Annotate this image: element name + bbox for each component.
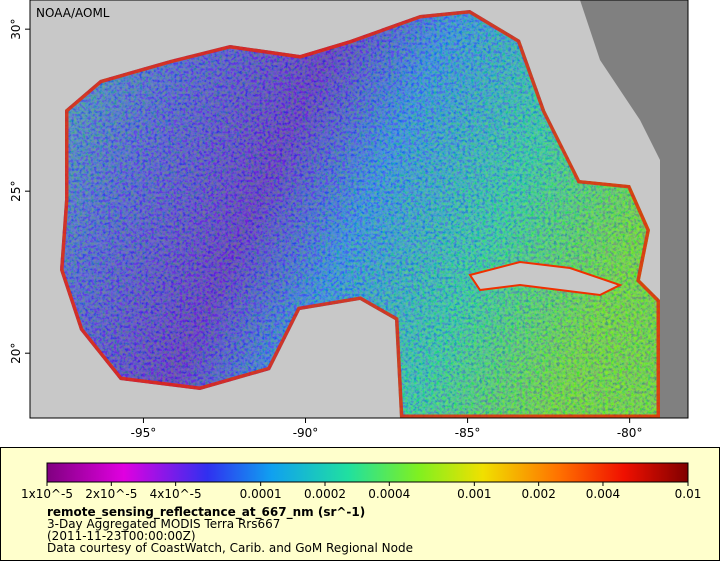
colorbar: [46, 462, 689, 483]
cuba: [468, 260, 623, 297]
y-tick-label: 30°: [9, 19, 23, 40]
legend-line: (2011-11-23T00:00:00Z): [47, 529, 196, 543]
florida: [545, 40, 630, 185]
legend-line: 3-Day Aggregated MODIS Terra Rrs667: [47, 517, 280, 531]
x-tick-label: -80°: [617, 426, 643, 440]
map-frame: [29, 0, 689, 419]
colorbar-tick-label: 0.0002: [304, 487, 346, 501]
colorbar-tick-label: 2x10^-5: [85, 487, 137, 501]
colorbar-tick-label: 1x10^-5: [21, 487, 73, 501]
legend-lines: 3-Day Aggregated MODIS Terra Rrs667(2011…: [47, 517, 413, 555]
colorbar-tick-label: 4x10^-5: [150, 487, 202, 501]
y-tick-label: 20°: [9, 343, 23, 364]
no-data-area: [580, 0, 688, 418]
colorbar-tick-label: 0.0004: [368, 487, 410, 501]
colorbar-tick-label: 0.001: [457, 487, 491, 501]
colorbar-tick-label: 0.0001: [240, 487, 282, 501]
legend-variable: remote_sensing_reflectance_at_667_nm (sr…: [47, 505, 365, 520]
y-tick-label: 25°: [9, 181, 23, 202]
colorbar-tick-label: 0.002: [521, 487, 555, 501]
colorbar-tick-label: 0.01: [675, 487, 702, 501]
credit: NOAA/AOML: [36, 6, 110, 20]
x-tick-label: -90°: [293, 426, 319, 440]
colorbar-tick-label: 0.004: [586, 487, 620, 501]
x-tick-label: -85°: [455, 426, 481, 440]
x-tick-label: -95°: [131, 426, 157, 440]
legend-line: Data courtesy of CoastWatch, Carib. and …: [47, 541, 413, 555]
map: NOAA/AOML: [29, 0, 689, 419]
